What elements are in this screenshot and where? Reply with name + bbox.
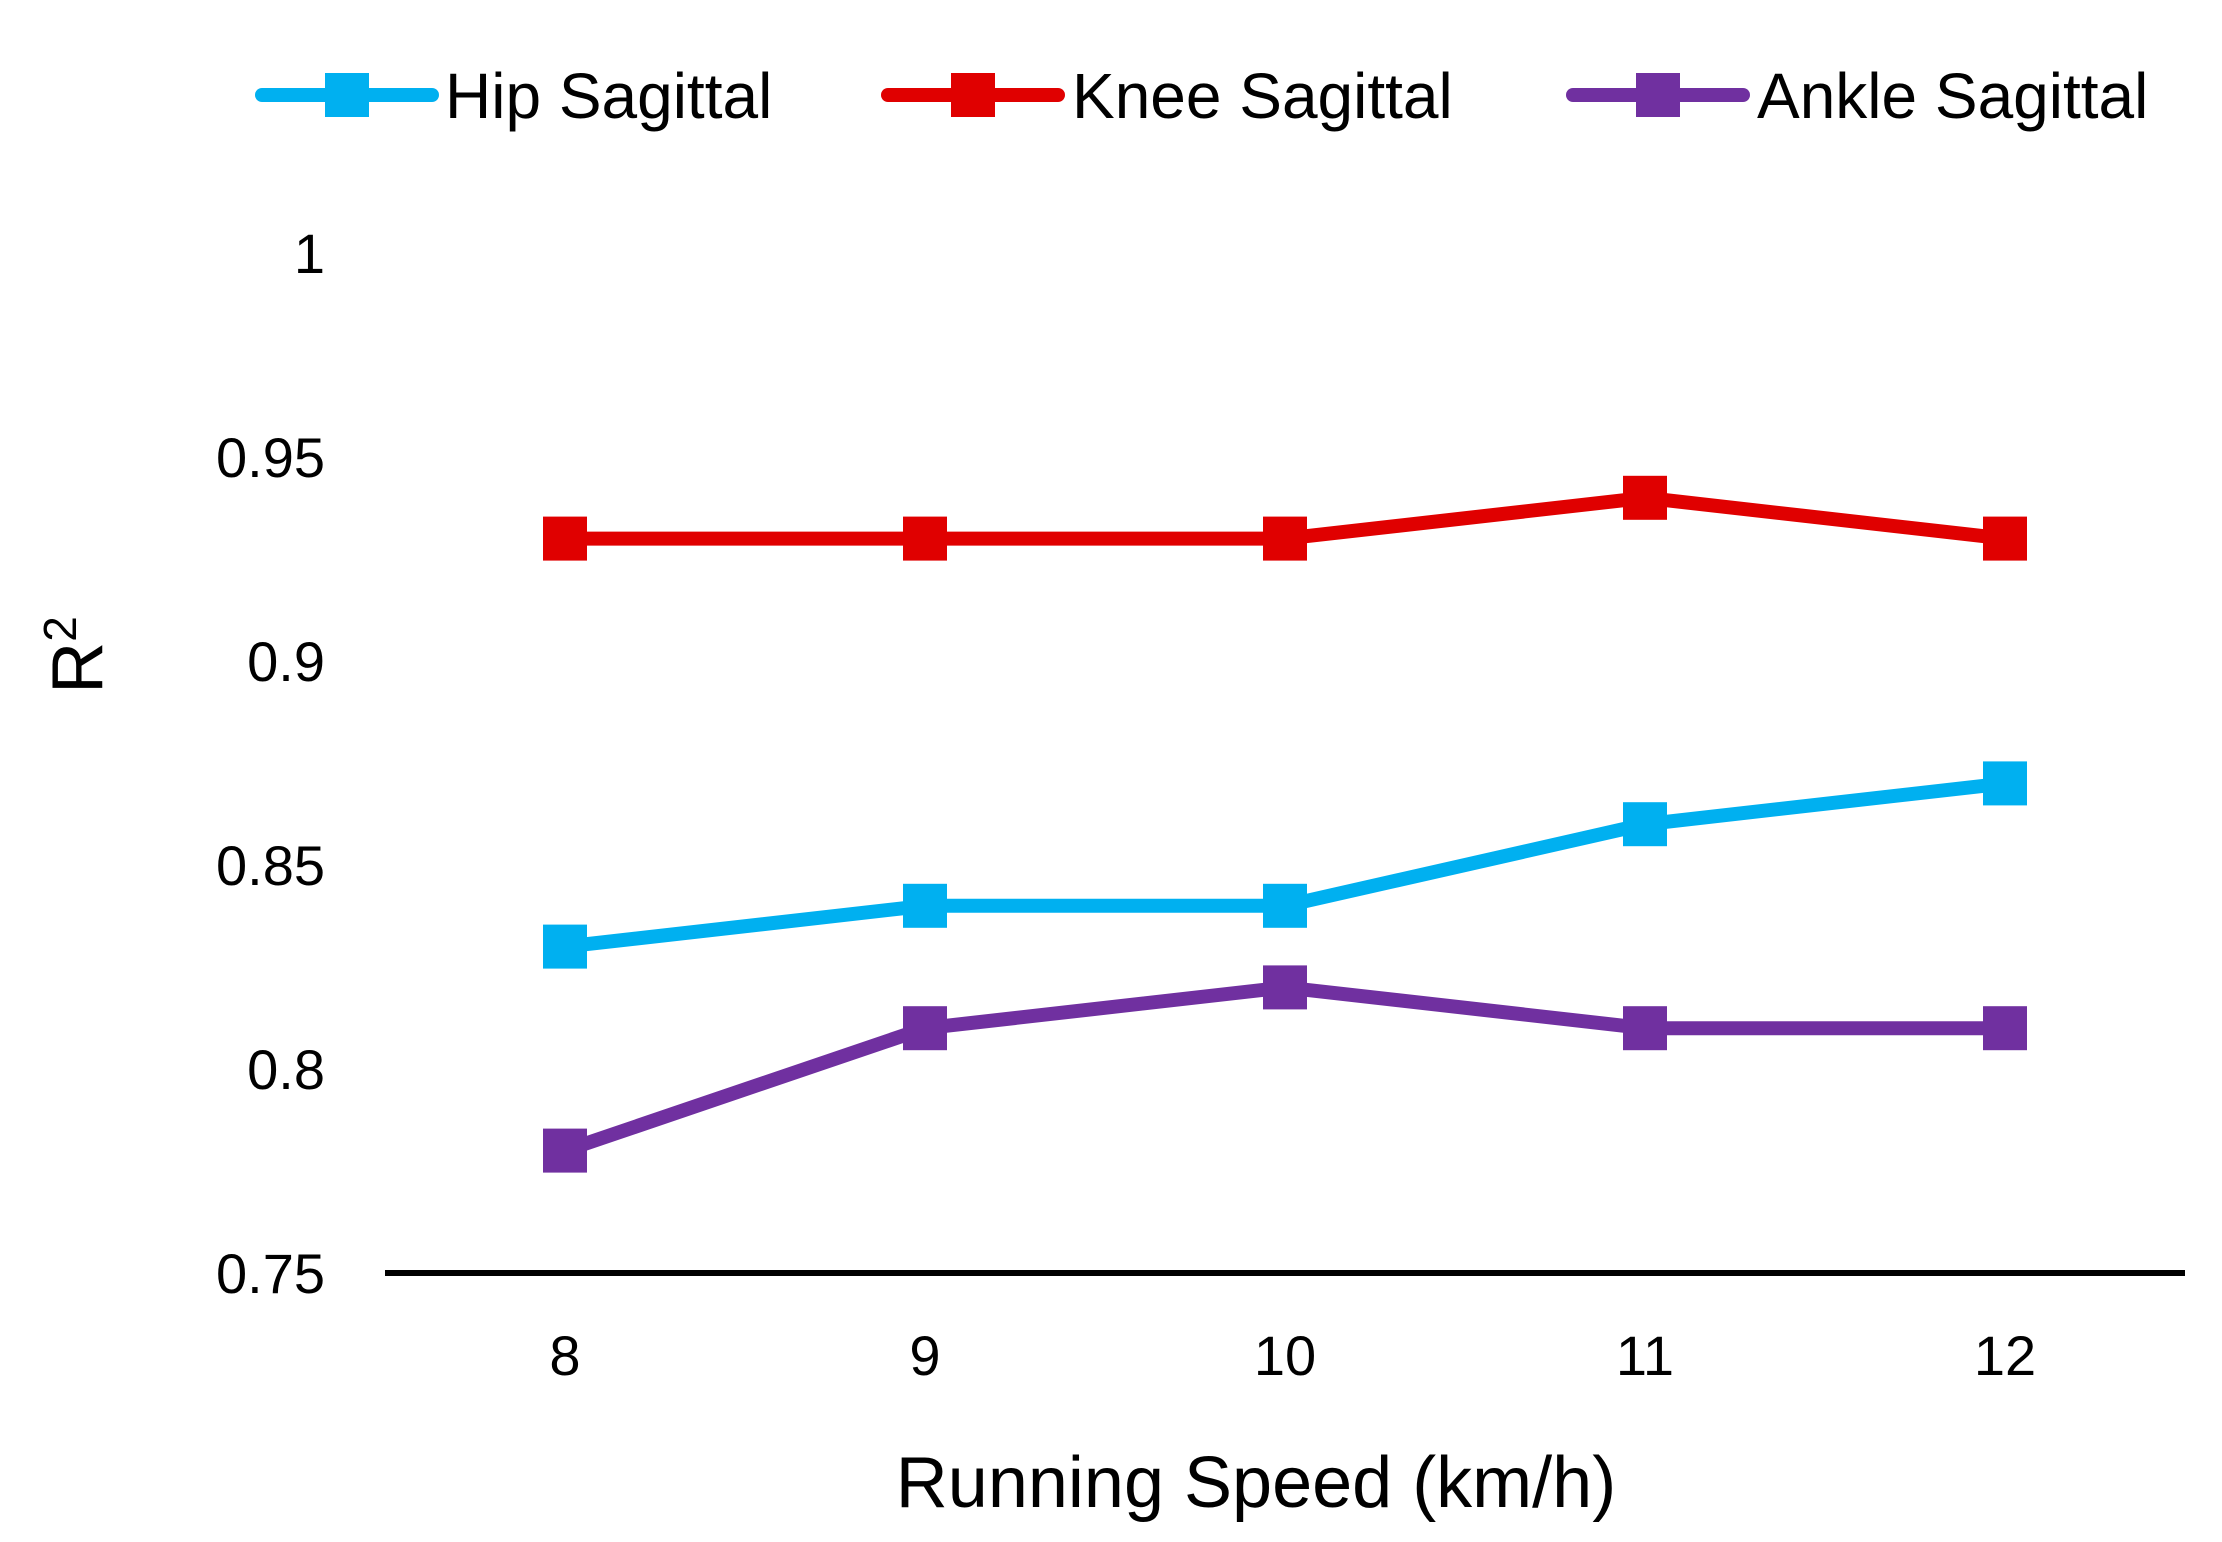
x-axis-title: Running Speed (km/h) bbox=[896, 1443, 1616, 1523]
knee-sagittal-point bbox=[1263, 516, 1307, 561]
y-axis-title-superscript: 2 bbox=[34, 616, 86, 642]
knee-sagittal-point bbox=[1623, 475, 1667, 520]
y-tick-label: 0.85 bbox=[216, 834, 325, 897]
knee-sagittal-point bbox=[1983, 516, 2027, 561]
x-tick-label: 12 bbox=[1974, 1324, 2036, 1387]
y-tick-label: 0.95 bbox=[216, 426, 325, 489]
y-axis-ticks: 0.75 0.8 0.85 0.9 0.95 1 bbox=[216, 222, 325, 1305]
legend: Hip Sagittal Knee Sagittal Ankle Sagittal bbox=[255, 60, 2148, 132]
y-tick-label: 0.9 bbox=[247, 630, 325, 693]
ankle-sagittal-point bbox=[543, 1128, 587, 1173]
legend-swatch-marker bbox=[1636, 73, 1680, 117]
hip-sagittal-point bbox=[543, 924, 587, 969]
legend-label: Hip Sagittal bbox=[445, 60, 772, 132]
x-tick-label: 8 bbox=[549, 1324, 580, 1387]
series-knee-sagittal bbox=[543, 475, 2027, 561]
y-axis-title-base: R bbox=[38, 642, 118, 694]
hip-sagittal-point bbox=[903, 883, 947, 928]
y-axis-title: R2 bbox=[34, 616, 118, 694]
x-tick-label: 10 bbox=[1254, 1324, 1316, 1387]
legend-item-hip-sagittal: Hip Sagittal bbox=[255, 60, 772, 132]
legend-item-knee-sagittal: Knee Sagittal bbox=[881, 60, 1453, 132]
ankle-sagittal-point bbox=[1983, 1006, 2027, 1051]
y-tick-label: 0.75 bbox=[216, 1242, 325, 1305]
legend-label: Knee Sagittal bbox=[1072, 60, 1453, 132]
hip-sagittal-point bbox=[1623, 802, 1667, 847]
x-tick-label: 9 bbox=[909, 1324, 940, 1387]
hip-sagittal-point bbox=[1263, 883, 1307, 928]
legend-label: Ankle Sagittal bbox=[1757, 60, 2148, 132]
ankle-sagittal-line bbox=[558, 980, 2012, 1158]
legend-item-ankle-sagittal: Ankle Sagittal bbox=[1566, 60, 2148, 132]
legend-swatch-marker bbox=[325, 73, 369, 117]
hip-sagittal-point bbox=[1983, 761, 2027, 806]
legend-swatch-marker bbox=[951, 73, 995, 117]
series-layer bbox=[543, 475, 2027, 1173]
y-tick-label: 0.8 bbox=[247, 1038, 325, 1101]
y-tick-label: 1 bbox=[294, 222, 325, 285]
series-hip-sagittal bbox=[543, 761, 2027, 969]
ankle-sagittal-point bbox=[1623, 1006, 1667, 1051]
knee-sagittal-point bbox=[543, 516, 587, 561]
series-ankle-sagittal bbox=[543, 965, 2027, 1173]
knee-sagittal-point bbox=[903, 516, 947, 561]
ankle-sagittal-point bbox=[1263, 965, 1307, 1010]
ankle-sagittal-point bbox=[903, 1006, 947, 1051]
x-tick-label: 11 bbox=[1616, 1324, 1674, 1387]
x-axis-ticks: 8 9 10 11 12 bbox=[549, 1324, 2036, 1387]
